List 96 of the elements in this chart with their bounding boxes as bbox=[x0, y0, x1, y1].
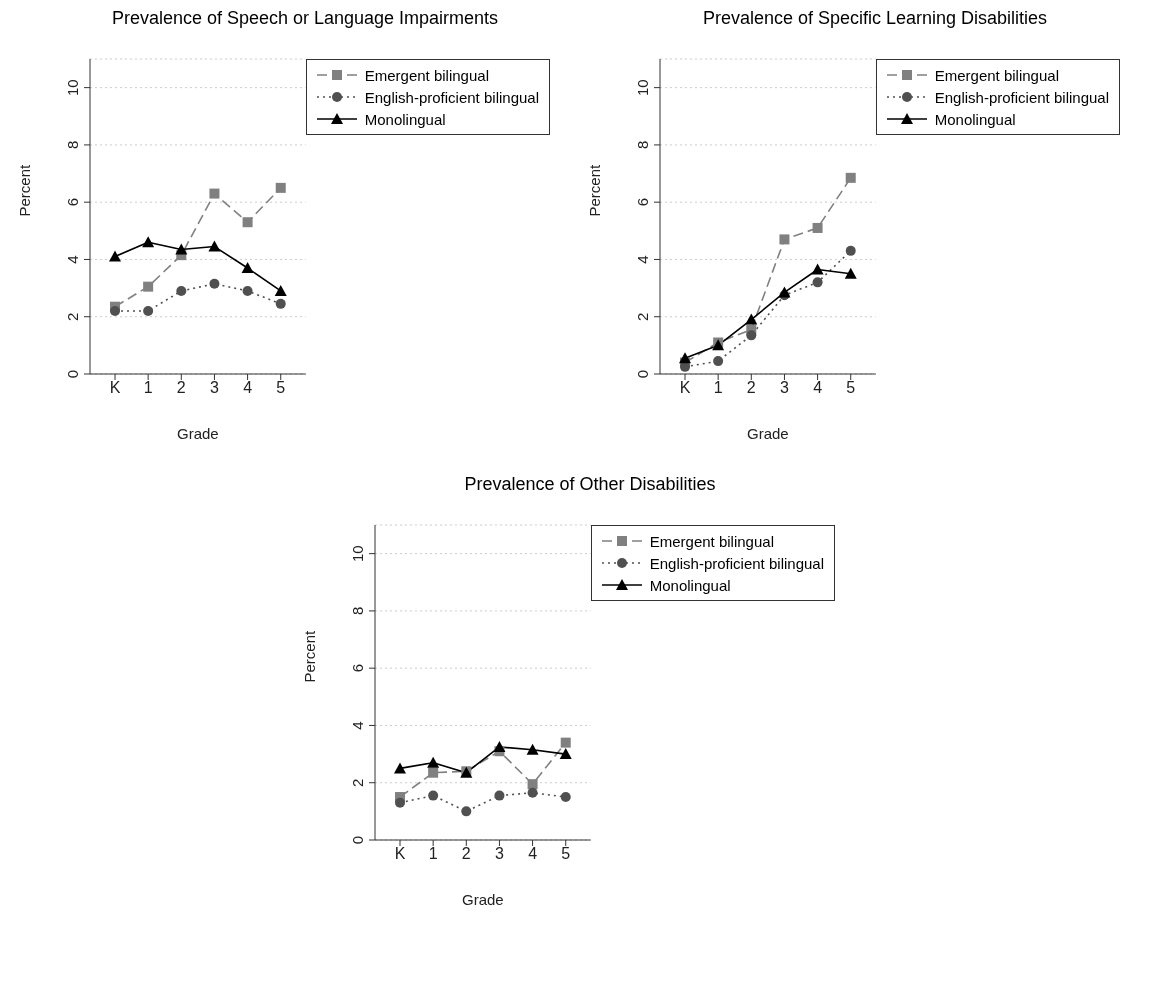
legend-label: Monolingual bbox=[934, 110, 1016, 128]
y-tick-label: 0 bbox=[634, 369, 651, 379]
y-tick-label: 2 bbox=[64, 312, 81, 321]
point bbox=[395, 797, 405, 808]
x-tick-label: 2 bbox=[461, 845, 471, 863]
y-tick-label: 10 bbox=[349, 545, 366, 562]
point bbox=[209, 278, 220, 289]
point bbox=[275, 298, 286, 309]
x-tick-label: K bbox=[394, 845, 406, 863]
point bbox=[428, 790, 439, 801]
point bbox=[110, 306, 120, 316]
legend-label: Monolingual bbox=[649, 576, 731, 594]
point bbox=[812, 277, 823, 288]
point bbox=[679, 352, 691, 364]
x-tick-label: 5 bbox=[561, 845, 571, 863]
point bbox=[142, 236, 155, 248]
y-tick-label: 6 bbox=[634, 198, 651, 207]
y-tick-label: 10 bbox=[64, 79, 81, 96]
x-tick-label: 4 bbox=[243, 379, 253, 397]
x-tick-label: 2 bbox=[176, 379, 186, 397]
y-tick-label: 2 bbox=[349, 778, 366, 787]
point bbox=[143, 281, 154, 292]
x-tick-label: 1 bbox=[143, 379, 153, 397]
y-axis-title: Percent bbox=[16, 163, 34, 217]
point bbox=[241, 262, 254, 274]
y-tick-label: 8 bbox=[349, 606, 366, 616]
x-tick-label: 3 bbox=[209, 379, 219, 397]
point bbox=[812, 222, 823, 233]
point bbox=[242, 217, 253, 228]
x-tick-label: 4 bbox=[813, 379, 823, 397]
chart-title: Prevalence of Speech or Language Impairments bbox=[110, 8, 500, 30]
legend-label: English-proficient bilingual bbox=[364, 88, 539, 106]
x-tick-label: 4 bbox=[528, 845, 538, 863]
y-axis-title: Percent bbox=[301, 629, 319, 683]
point bbox=[175, 243, 188, 255]
point bbox=[275, 182, 286, 193]
y-tick-label: 6 bbox=[349, 664, 366, 673]
point bbox=[208, 240, 221, 252]
y-axis-title: Percent bbox=[586, 163, 604, 217]
point bbox=[746, 330, 757, 341]
point bbox=[242, 285, 253, 296]
point bbox=[394, 762, 406, 774]
point bbox=[527, 779, 538, 790]
point bbox=[427, 756, 440, 768]
point bbox=[274, 284, 287, 296]
x-tick-label: 5 bbox=[846, 379, 856, 397]
legend-label: Emergent bilingual bbox=[934, 66, 1059, 84]
point bbox=[778, 286, 791, 298]
chart-title: Prevalence of Specific Learning Disabilities bbox=[701, 8, 1049, 30]
point bbox=[176, 285, 187, 296]
x-tick-label: 1 bbox=[428, 845, 438, 863]
legend-label: Emergent bilingual bbox=[364, 66, 489, 84]
point bbox=[494, 790, 505, 801]
y-tick-label: 4 bbox=[349, 721, 366, 730]
y-tick-label: 10 bbox=[634, 79, 651, 96]
y-tick-label: 4 bbox=[64, 255, 81, 264]
x-tick-label: 1 bbox=[713, 379, 723, 397]
x-tick-label: K bbox=[679, 379, 691, 397]
point bbox=[844, 267, 857, 279]
y-tick-label: 8 bbox=[634, 140, 651, 150]
x-axis-title: Grade bbox=[747, 425, 789, 442]
y-tick-label: 0 bbox=[64, 369, 81, 379]
x-axis-title: Grade bbox=[177, 425, 219, 442]
y-tick-label: 6 bbox=[64, 198, 81, 207]
legend-label: English-proficient bilingual bbox=[934, 88, 1109, 106]
x-tick-label: 2 bbox=[746, 379, 756, 397]
point bbox=[493, 740, 506, 752]
y-tick-label: 4 bbox=[634, 255, 651, 264]
point bbox=[527, 787, 538, 798]
point bbox=[713, 356, 724, 367]
point bbox=[745, 313, 758, 325]
x-tick-label: K bbox=[109, 379, 121, 397]
point bbox=[811, 263, 824, 275]
point bbox=[559, 748, 572, 760]
point bbox=[461, 806, 472, 817]
point bbox=[143, 306, 154, 316]
chart-title: Prevalence of Other Disabilities bbox=[463, 474, 717, 496]
legend-label: Emergent bilingual bbox=[649, 532, 774, 550]
point bbox=[845, 172, 856, 183]
y-tick-label: 8 bbox=[64, 140, 81, 150]
legend-label: Monolingual bbox=[364, 110, 446, 128]
x-axis-title: Grade bbox=[462, 891, 504, 908]
point bbox=[209, 188, 220, 199]
x-tick-label: 3 bbox=[779, 379, 789, 397]
point bbox=[845, 245, 856, 256]
point bbox=[560, 737, 571, 748]
x-tick-label: 5 bbox=[276, 379, 286, 397]
point bbox=[779, 234, 790, 245]
point bbox=[428, 767, 439, 778]
y-tick-label: 0 bbox=[349, 835, 366, 845]
point bbox=[526, 743, 539, 755]
x-tick-label: 3 bbox=[494, 845, 504, 863]
point bbox=[560, 792, 571, 803]
legend-label: English-proficient bilingual bbox=[649, 554, 824, 572]
point bbox=[109, 250, 121, 262]
y-tick-label: 2 bbox=[634, 312, 651, 321]
